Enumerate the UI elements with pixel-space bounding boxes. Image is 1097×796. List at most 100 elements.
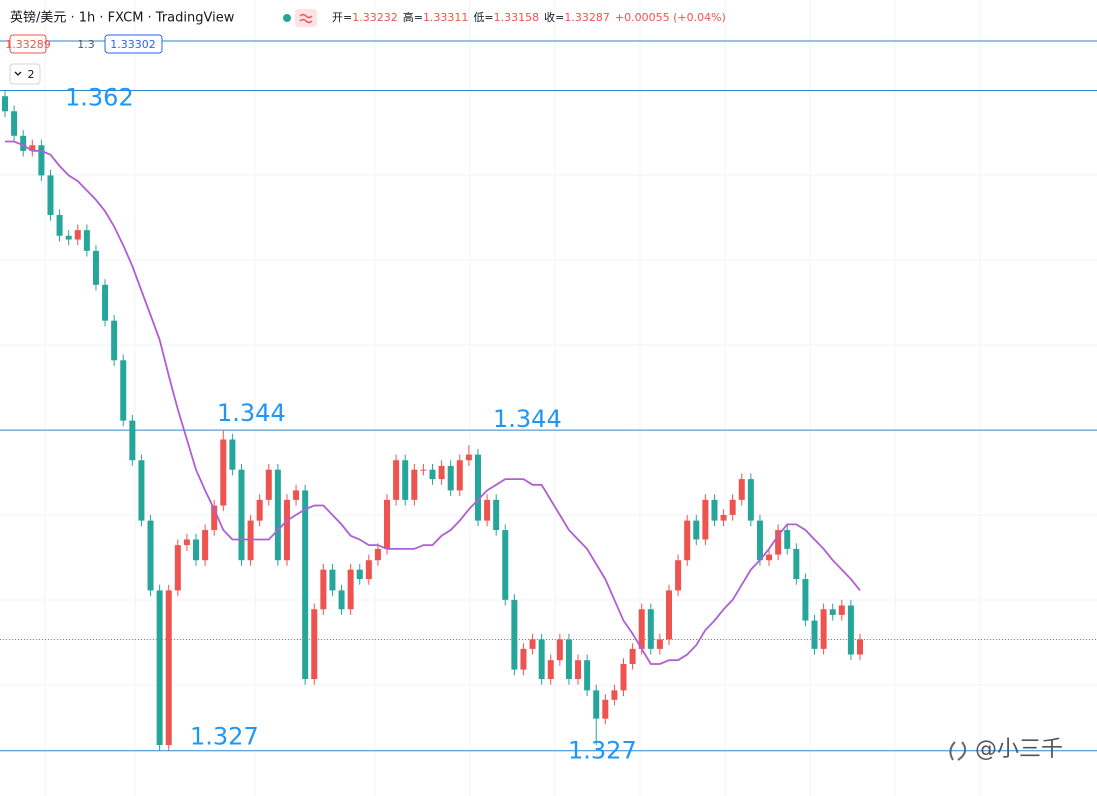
candle-body bbox=[756, 520, 763, 561]
candle-body bbox=[429, 469, 436, 480]
candle-body bbox=[474, 454, 481, 521]
candle-body bbox=[829, 609, 836, 615]
candle-body bbox=[511, 599, 518, 670]
status-icon bbox=[299, 13, 313, 24]
candle-body bbox=[2, 96, 8, 112]
candle-body bbox=[684, 520, 691, 561]
level-label: 1.344 bbox=[217, 399, 286, 427]
candle-body bbox=[111, 320, 118, 361]
candle-body bbox=[393, 460, 400, 500]
candle-body bbox=[74, 230, 81, 240]
level-label: 1.344 bbox=[493, 405, 562, 433]
candle-body bbox=[120, 360, 127, 421]
level-label: 1.327 bbox=[190, 723, 259, 751]
legend-change: +0.00055 (+0.04%) bbox=[615, 11, 726, 24]
candle-body bbox=[720, 514, 727, 521]
candle-body bbox=[92, 250, 99, 285]
legend-value: 1.33287 bbox=[564, 11, 610, 24]
indicator-toggle[interactable] bbox=[9, 63, 41, 85]
candle-body bbox=[811, 620, 818, 649]
candle-body bbox=[174, 545, 181, 591]
candle-body bbox=[647, 609, 654, 649]
candle-body bbox=[302, 490, 309, 680]
legend-label: 低= bbox=[473, 11, 493, 24]
spread: 1.3 bbox=[77, 38, 95, 51]
candle-body bbox=[456, 460, 463, 491]
candle-body bbox=[529, 639, 536, 649]
candle-body bbox=[156, 590, 163, 746]
candle-body bbox=[338, 590, 345, 610]
candle-body bbox=[820, 609, 827, 649]
candle-body bbox=[465, 454, 472, 461]
plot-area: 1.362 1.344 1.344 1.327 1.327 bbox=[0, 84, 1097, 765]
candle-body bbox=[374, 548, 381, 561]
candle-body bbox=[593, 690, 600, 719]
candle-body bbox=[447, 465, 454, 491]
candle-body bbox=[229, 439, 236, 470]
candle-body bbox=[256, 499, 263, 521]
candle-body bbox=[738, 479, 745, 500]
candle-body bbox=[329, 569, 336, 591]
candle-body bbox=[502, 530, 509, 600]
candle-body bbox=[693, 520, 700, 540]
candle-body bbox=[620, 663, 627, 691]
candle-body bbox=[484, 499, 491, 521]
chevron-icon bbox=[14, 71, 22, 76]
candle-body bbox=[193, 539, 200, 561]
candle-body bbox=[265, 469, 272, 500]
candle-body bbox=[565, 639, 572, 680]
ask-price: 1.33302 bbox=[110, 38, 156, 51]
candle-body bbox=[420, 469, 427, 471]
moving-average bbox=[5, 140, 861, 665]
status-dot bbox=[283, 14, 291, 22]
candle-body bbox=[211, 505, 218, 531]
candle-body bbox=[602, 699, 609, 719]
candle-body bbox=[802, 579, 809, 621]
ohlc-legend: 开= 1.33232 高= 1.33311 低= 1.33158 收= 1.33287 +0.0… bbox=[332, 10, 726, 24]
candle-body bbox=[438, 465, 445, 480]
status-badge bbox=[295, 9, 317, 27]
ask-box bbox=[104, 34, 163, 54]
candle-body bbox=[702, 499, 709, 540]
candle-body bbox=[356, 569, 363, 580]
candle-body bbox=[784, 530, 791, 549]
candle-body bbox=[584, 660, 591, 691]
candle-body bbox=[793, 548, 800, 580]
candle-body bbox=[847, 605, 854, 655]
candle-body bbox=[320, 569, 327, 610]
candle-body bbox=[629, 648, 636, 664]
candle-body bbox=[293, 490, 300, 500]
candle-body bbox=[83, 230, 90, 251]
legend-value: 1.33311 bbox=[423, 11, 469, 24]
header: 英镑/美元 · 1h · FXCM · TradingView 开= 1.3323… bbox=[5, 9, 726, 85]
candle-body bbox=[775, 530, 782, 555]
candle-body bbox=[311, 609, 318, 680]
watermark-text: @小三千 bbox=[975, 737, 1063, 762]
candle-body bbox=[65, 235, 72, 240]
candle-body bbox=[493, 499, 500, 531]
candle-body bbox=[138, 460, 145, 521]
candle-body bbox=[766, 554, 773, 561]
candle-body bbox=[38, 145, 45, 176]
watermark: @小三千 bbox=[949, 737, 1063, 762]
candle-body bbox=[838, 605, 845, 615]
candle-body bbox=[575, 660, 582, 680]
legend-value: 1.33232 bbox=[352, 11, 398, 24]
candle-body bbox=[165, 590, 172, 746]
candle-body bbox=[102, 284, 109, 321]
candle-body bbox=[274, 469, 281, 561]
candle-body bbox=[47, 175, 54, 216]
candle-body bbox=[402, 460, 409, 500]
level-label: 1.327 bbox=[568, 737, 637, 765]
watermark-logo bbox=[949, 741, 967, 761]
candle-body bbox=[220, 439, 227, 506]
candle-body bbox=[656, 639, 663, 649]
candle-body bbox=[11, 111, 18, 136]
candle-body bbox=[665, 590, 672, 640]
legend-label: 高= bbox=[403, 10, 423, 24]
candle-body bbox=[556, 639, 563, 661]
candle-body bbox=[538, 639, 545, 680]
candle-body bbox=[711, 499, 718, 521]
candle-body bbox=[129, 420, 136, 461]
